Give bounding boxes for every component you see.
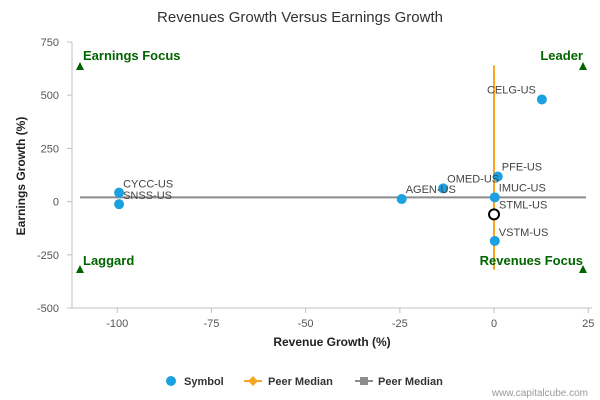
data-label-pfe-us: PFE-US — [502, 161, 542, 173]
quadrant-top-left-triangle-icon — [76, 62, 84, 70]
y-axis-title: Earnings Growth (%) — [14, 117, 28, 236]
legend: Symbol Peer Median Peer Median — [166, 376, 443, 388]
subject-label-stml-us: STML-US — [499, 199, 547, 211]
quadrant-top-right-triangle-icon — [579, 62, 587, 70]
legend-symbol-label[interactable]: Symbol — [184, 376, 224, 388]
data-point-agen-us[interactable] — [396, 194, 407, 205]
x-tick-label: -25 — [392, 318, 408, 330]
x-tick-label: -75 — [203, 318, 219, 330]
legend-peer-median-gray-label[interactable]: Peer Median — [378, 376, 443, 388]
data-label-omed-us: OMED-US — [447, 173, 499, 185]
data-point-celg-us[interactable] — [536, 94, 547, 105]
subject-point-stml-us[interactable] — [488, 208, 501, 221]
data-label-agen-us: AGEN-US — [406, 184, 456, 196]
quadrant-bottom-left-triangle-icon — [76, 265, 84, 273]
y-tick-label: 0 — [53, 197, 59, 209]
data-label-imuc-us: IMUC-US — [499, 182, 546, 194]
y-tick-label: -500 — [37, 303, 59, 315]
data-label-celg-us: CELG-US — [487, 84, 536, 96]
x-tick-label: 25 — [582, 318, 594, 330]
data-point-omed-us[interactable] — [438, 183, 449, 194]
data-point-vstm-us[interactable] — [489, 235, 500, 246]
x-tick-label: 0 — [491, 318, 497, 330]
y-tick-label: 750 — [41, 37, 59, 49]
credit-text: www.capitalcube.com — [491, 388, 588, 399]
quadrant-bottom-right-triangle-icon — [579, 265, 587, 273]
data-point-imuc-us[interactable] — [489, 192, 500, 203]
data-label-snss-us: SNSS-US — [123, 190, 172, 202]
legend-peer-median-orange-label[interactable]: Peer Median — [268, 376, 333, 388]
data-point-pfe-us[interactable] — [492, 171, 503, 182]
x-tick-label: -100 — [106, 318, 128, 330]
quadrant-laggard-label: Laggard — [83, 253, 134, 268]
legend-peer-median-orange-marker — [248, 376, 258, 386]
legend-peer-median-gray-marker — [360, 377, 368, 385]
chart-title: Revenues Growth Versus Earnings Growth — [157, 9, 443, 26]
quadrant-revenues-focus-label: Revenues Focus — [480, 253, 583, 268]
legend-symbol-marker — [166, 376, 176, 386]
quadrant-earnings-focus-label: Earnings Focus — [83, 48, 181, 63]
y-tick-label: -250 — [37, 250, 59, 262]
x-axis-title: Revenue Growth (%) — [273, 335, 390, 349]
data-point-cycc-us[interactable] — [114, 187, 125, 198]
data-point-snss-us[interactable] — [114, 199, 125, 210]
quadrant-leader-label: Leader — [540, 48, 583, 63]
y-tick-label: 500 — [41, 90, 59, 102]
data-label-cycc-us: CYCC-US — [123, 179, 173, 191]
data-label-vstm-us: VSTM-US — [499, 227, 548, 239]
y-tick-label: 250 — [41, 143, 59, 155]
x-tick-label: -50 — [298, 318, 314, 330]
